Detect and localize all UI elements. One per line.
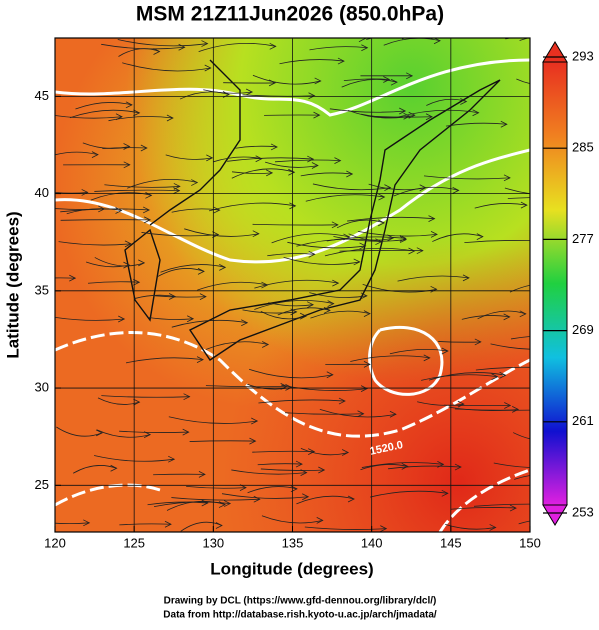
colorbar-tick-label: 277 <box>572 231 594 246</box>
x-tick-label: 145 <box>440 535 462 550</box>
x-tick-label: 140 <box>361 535 383 550</box>
streamline-arrow <box>555 34 561 40</box>
streamline-arrow <box>567 195 573 201</box>
colorbar-tick-label: 253 <box>572 504 594 519</box>
y-tick-label: 30 <box>35 380 49 395</box>
x-tick-label: 135 <box>282 535 304 550</box>
x-axis-label: Longitude (degrees) <box>210 559 373 578</box>
colorbar-tick-label: 293 <box>572 48 594 63</box>
streamline-arrow <box>535 407 541 413</box>
y-tick-label: 35 <box>35 282 49 297</box>
y-tick-label: 25 <box>35 477 49 492</box>
x-tick-label: 130 <box>202 535 224 550</box>
colorbar-tick-label: 285 <box>572 140 594 155</box>
colorbar-min-arrow <box>543 505 567 525</box>
x-tick-label: 120 <box>44 535 66 550</box>
y-tick-label: 40 <box>35 185 49 200</box>
x-tick-label: 150 <box>519 535 541 550</box>
map-field <box>35 33 591 532</box>
y-axis-label: Latitude (degrees) <box>3 211 22 358</box>
colorbar: 253 261 269 277 285 293 <box>543 42 594 525</box>
chart-title: MSM 21Z11Jun2026 (850.0hPa) <box>136 3 444 26</box>
colorbar-max-arrow <box>543 42 567 62</box>
footer-line: Data from http://database.rish.kyoto-u.a… <box>163 610 437 621</box>
footer-line: Drawing by DCL (https://www.gfd-dennou.o… <box>164 596 437 607</box>
x-tick-label: 125 <box>123 535 145 550</box>
streamline-arrow <box>572 190 578 196</box>
y-tick-label: 45 <box>35 88 49 103</box>
streamline-arrow <box>585 33 591 39</box>
colorbar-tick-label: 261 <box>572 413 594 428</box>
colorbar-tick-label: 269 <box>572 322 594 337</box>
